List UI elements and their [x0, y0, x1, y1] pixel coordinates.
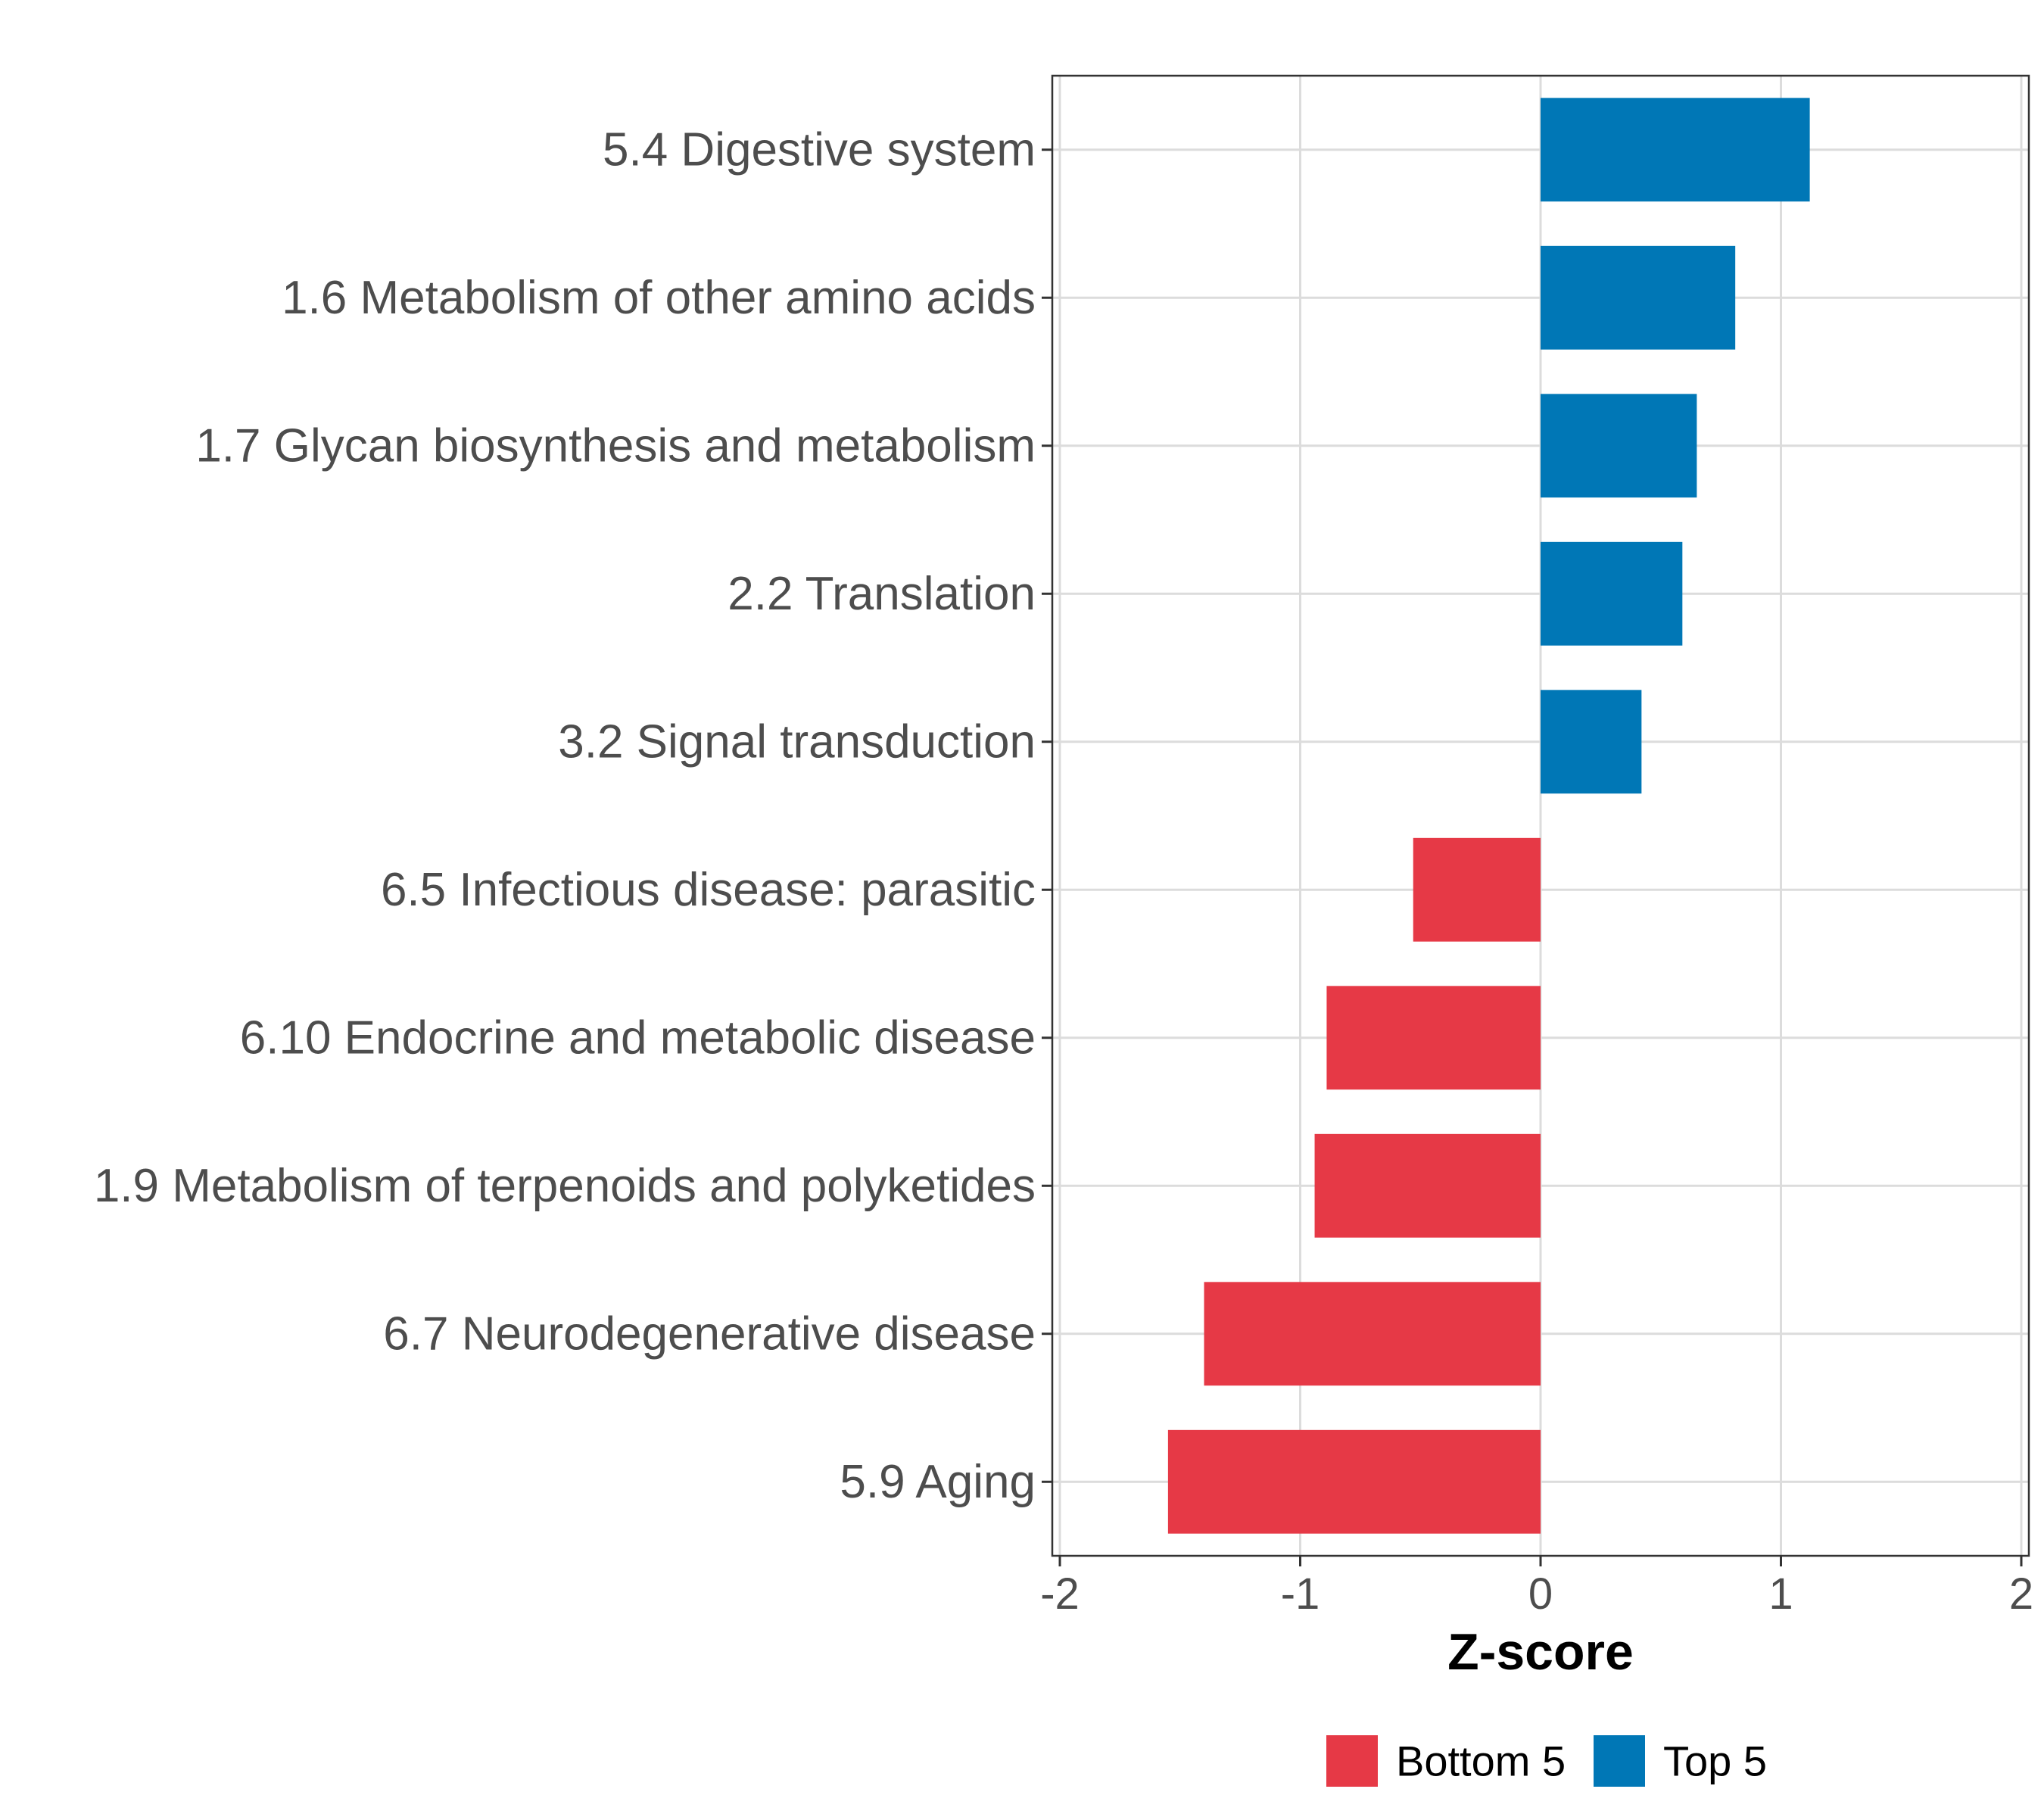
legend-swatch	[1326, 1735, 1378, 1787]
x-tick-label: 1	[1768, 1569, 1793, 1619]
bar	[1541, 394, 1697, 498]
legend: Bottom 5 Top 5	[1326, 1735, 1767, 1787]
x-tick-label: -1	[1281, 1569, 1320, 1619]
bars	[1167, 98, 1810, 1534]
y-axis-ticks: 5.4 Digestive system 1.6 Metabolism of ot…	[94, 123, 1052, 1508]
x-axis-ticks: -2 -1 0 1 2	[1040, 1556, 2033, 1619]
legend-label: Top 5	[1663, 1738, 1767, 1785]
bar	[1314, 1133, 1541, 1238]
y-tick-label: 3.2 Signal transduction	[558, 715, 1036, 768]
y-tick-label: 2.2 Translation	[728, 568, 1036, 620]
x-tick-label: -2	[1040, 1569, 1080, 1619]
bar	[1413, 837, 1541, 942]
bar	[1541, 245, 1736, 350]
y-tick-label: 5.4 Digestive system	[603, 123, 1036, 176]
legend-label: Bottom 5	[1396, 1738, 1566, 1785]
bar	[1541, 541, 1683, 646]
bar	[1167, 1429, 1541, 1534]
y-tick-label: 6.10 Endocrine and metabolic disease	[240, 1011, 1036, 1064]
y-tick-label: 1.9 Metabolism of terpenoids and polyket…	[94, 1160, 1036, 1212]
y-tick-label: 6.7 Neurodegenerative disease	[383, 1307, 1036, 1360]
x-tick-label: 2	[2009, 1569, 2033, 1619]
bar	[1326, 986, 1541, 1090]
bar	[1541, 690, 1642, 794]
bar	[1204, 1282, 1541, 1386]
bar	[1541, 98, 1810, 202]
y-tick-label: 1.7 Glycan biosynthesis and metabolism	[195, 419, 1036, 472]
y-tick-label: 6.5 Infectious disease: parasitic	[381, 864, 1036, 916]
y-tick-label: 5.9 Aging	[840, 1456, 1036, 1508]
legend-swatch	[1594, 1735, 1645, 1787]
y-tick-label: 1.6 Metabolism of other amino acids	[282, 272, 1036, 324]
x-axis-title: Z-score	[1447, 1623, 1634, 1681]
x-tick-label: 0	[1528, 1569, 1553, 1619]
